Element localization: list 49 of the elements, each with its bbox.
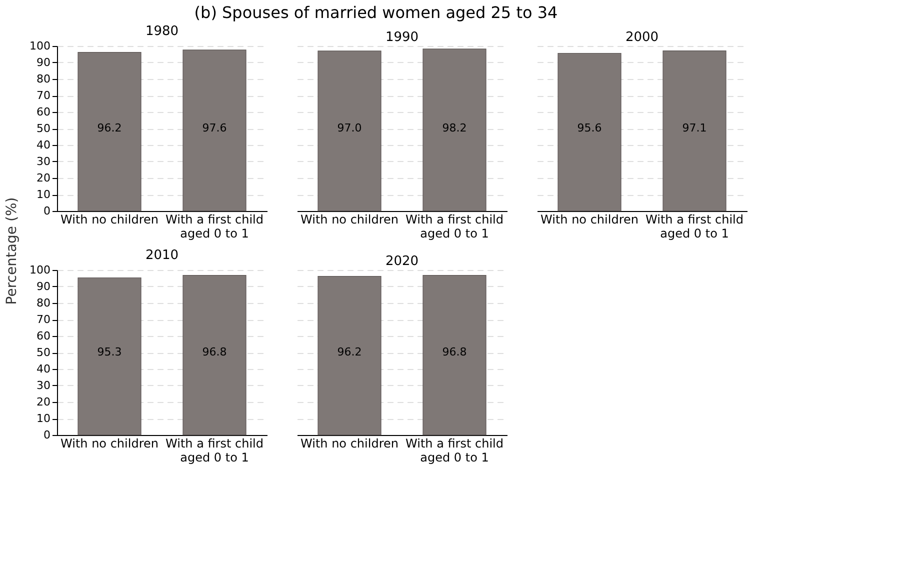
data-label: 95.3 — [97, 346, 122, 358]
y-tick-label: 80 — [36, 296, 50, 310]
chart-title: 2010 — [145, 248, 179, 263]
x-tick-label: With no children — [300, 436, 398, 450]
data-label: 98.2 — [442, 122, 467, 134]
y-tick-label: 60 — [36, 106, 50, 118]
y-tick-label: 70 — [36, 313, 50, 326]
y-tick-label: 50 — [36, 122, 50, 135]
data-label: 95.6 — [577, 122, 602, 134]
y-tick-label: 30 — [36, 379, 50, 392]
data-label: 96.2 — [97, 122, 122, 134]
y-tick-label: 100 — [30, 264, 50, 276]
x-tick-label: With a first child aged 0 to 1 — [406, 436, 504, 464]
chart-title: 2020 — [385, 254, 419, 269]
y-tick-label: 30 — [36, 155, 50, 168]
data-label: 97.1 — [682, 122, 707, 134]
data-label: 97.6 — [202, 122, 227, 134]
y-tick-label: 0 — [44, 204, 50, 218]
x-tick-label: With a first child aged 0 to 1 — [406, 212, 504, 240]
x-tick-label: With a first child aged 0 to 1 — [166, 436, 264, 464]
chart-title: 2000 — [625, 30, 659, 45]
data-label: 96.2 — [337, 346, 362, 358]
chart-title: 1990 — [385, 30, 419, 45]
x-tick-label: With a first child aged 0 to 1 — [166, 212, 264, 240]
y-tick-label: 70 — [36, 89, 50, 102]
data-label: 96.8 — [202, 346, 227, 358]
y-tick-label: 100 — [30, 40, 50, 52]
y-tick-label: 10 — [36, 412, 50, 425]
x-tick-label: With no children — [60, 212, 158, 226]
data-label: 97.0 — [337, 122, 362, 134]
y-tick-label: 40 — [36, 362, 50, 376]
y-axis-title: Percentage (%) — [4, 197, 20, 305]
x-tick-label: With no children — [540, 212, 638, 226]
x-tick-label: With a first child aged 0 to 1 — [646, 212, 744, 240]
y-tick-label: 10 — [36, 188, 50, 201]
x-tick-label: With no children — [300, 212, 398, 226]
y-tick-label: 40 — [36, 138, 50, 152]
y-tick-label: 90 — [36, 56, 50, 69]
y-tick-label: 60 — [36, 330, 50, 342]
chart-title: 1980 — [145, 24, 179, 39]
y-tick-label: 0 — [44, 428, 50, 442]
y-tick-label: 90 — [36, 280, 50, 293]
x-tick-label: With no children — [60, 436, 158, 450]
text: (b) Spouses of married women aged 25 to 34 — [194, 3, 558, 22]
data-label: 96.8 — [442, 346, 467, 358]
y-tick-label: 80 — [36, 72, 50, 86]
y-tick-label: 50 — [36, 346, 50, 359]
y-tick-label: 20 — [36, 172, 50, 184]
y-tick-label: 20 — [36, 396, 50, 408]
